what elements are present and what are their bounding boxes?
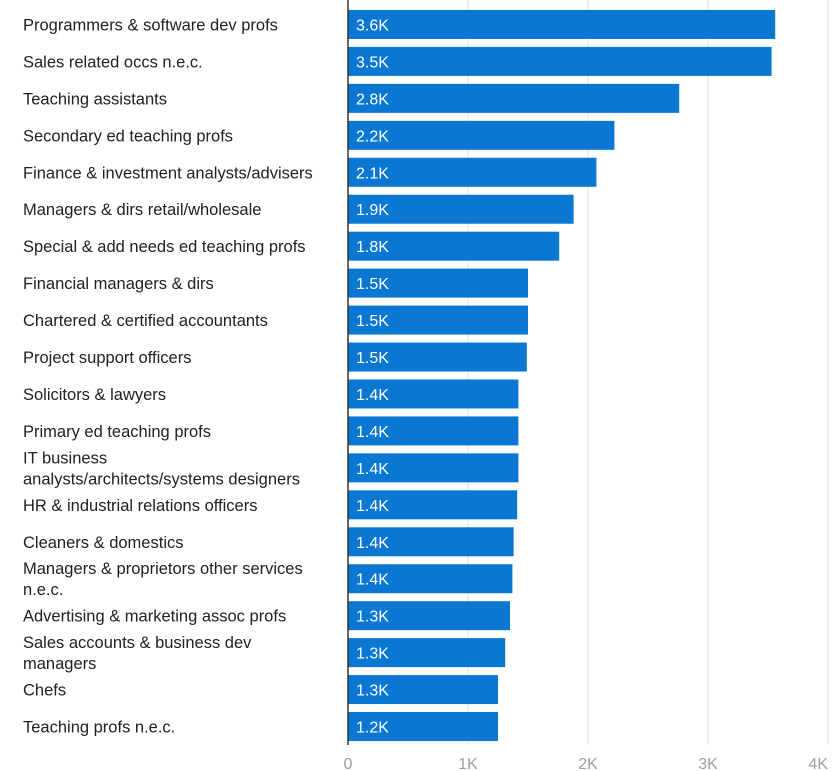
category-label-line: Primary ed teaching profs: [23, 423, 211, 441]
bar: [348, 675, 498, 705]
bar: [348, 268, 528, 298]
category-label: Teaching assistants: [23, 90, 167, 108]
data-label: 1.4K: [356, 498, 389, 515]
category-label: Sales related occs n.e.c.: [23, 53, 203, 71]
data-label: 2.2K: [356, 128, 389, 145]
bar: [348, 638, 506, 668]
category-label-line: Programmers & software dev profs: [23, 16, 278, 34]
category-label-line: Managers & dirs retail/wholesale: [23, 201, 261, 219]
category-label: Managers & dirs retail/wholesale: [23, 201, 261, 219]
bars-group: 3.6K 3.5K 2.8K 2.2K 2.1K 1.9K 1.8K 1.5K 1.5K 1.5K…: [348, 9, 776, 742]
category-label-line: Chefs: [23, 682, 66, 700]
category-label: Chartered & certified accountants: [23, 312, 268, 330]
data-label: 1.4K: [356, 572, 389, 589]
bar: [348, 490, 518, 520]
bar: [348, 601, 510, 631]
category-label-line: Sales accounts & business dev: [23, 634, 252, 652]
data-label: 2.1K: [356, 165, 389, 182]
category-label: IT business analysts/architects/systems d…: [23, 449, 300, 488]
category-label-line: n.e.c.: [23, 581, 63, 599]
bar: [348, 157, 597, 187]
category-label: Chefs: [23, 682, 66, 700]
category-label: Special & add needs ed teaching profs: [23, 238, 306, 256]
category-labels: Programmers & software dev profs Sales re…: [23, 16, 313, 736]
bar: [348, 342, 527, 372]
category-label: Secondary ed teaching profs: [23, 127, 233, 145]
category-label: HR & industrial relations officers: [23, 497, 257, 515]
x-tick-label: 4K: [808, 756, 828, 771]
category-label-line: Special & add needs ed teaching profs: [23, 238, 306, 256]
x-tick-label: 0: [344, 756, 353, 771]
bar: [348, 194, 574, 224]
data-label: 1.3K: [356, 683, 389, 700]
category-label-line: HR & industrial relations officers: [23, 497, 257, 515]
category-label-line: Sales related occs n.e.c.: [23, 53, 203, 71]
category-label-line: IT business: [23, 449, 107, 467]
bar: [348, 231, 560, 261]
category-label: Advertising & marketing assoc profs: [23, 608, 286, 626]
category-label-line: Cleaners & domestics: [23, 534, 183, 552]
bar: [348, 305, 528, 335]
category-label: Sales accounts & business dev managers: [23, 634, 252, 673]
category-label: Finance & investment analysts/advisers: [23, 164, 313, 182]
category-label-line: analysts/architects/systems designers: [23, 470, 300, 488]
data-label: 1.9K: [356, 202, 389, 219]
category-label: Solicitors & lawyers: [23, 386, 166, 404]
data-label: 1.8K: [356, 239, 389, 256]
category-label-line: Teaching profs n.e.c.: [23, 719, 175, 737]
category-label-line: managers: [23, 655, 96, 673]
category-label: Project support officers: [23, 349, 191, 367]
x-tick-label: 3K: [698, 756, 718, 771]
data-label: 3.6K: [356, 17, 389, 34]
bar: [348, 712, 498, 742]
data-label: 1.4K: [356, 387, 389, 404]
category-label: Cleaners & domestics: [23, 534, 183, 552]
bar: [348, 527, 514, 557]
category-label-line: Finance & investment analysts/advisers: [23, 164, 313, 182]
category-label: Primary ed teaching profs: [23, 423, 211, 441]
category-label-line: Teaching assistants: [23, 90, 167, 108]
category-label: Financial managers & dirs: [23, 275, 214, 293]
data-label: 1.4K: [356, 461, 389, 478]
category-label: Managers & proprietors other services n.e…: [23, 560, 303, 599]
category-label: Programmers & software dev profs: [23, 16, 278, 34]
bar: [348, 453, 519, 483]
bar: [348, 120, 615, 150]
category-label-line: Chartered & certified accountants: [23, 312, 268, 330]
data-label: 1.3K: [356, 646, 389, 663]
x-axis-ticks: 0 1K 2K 3K 4K: [344, 756, 829, 771]
bar: [348, 416, 519, 446]
data-label: 1.4K: [356, 424, 389, 441]
x-tick-label: 2K: [578, 756, 598, 771]
bar: [348, 83, 680, 113]
data-label: 1.3K: [356, 609, 389, 626]
bar: [348, 379, 519, 409]
data-label: 1.2K: [356, 720, 389, 737]
category-label-line: Advertising & marketing assoc profs: [23, 608, 286, 626]
bar: [348, 564, 513, 594]
data-label: 3.5K: [356, 54, 389, 71]
category-label-line: Secondary ed teaching profs: [23, 127, 233, 145]
data-label: 1.5K: [356, 350, 389, 367]
data-label: 1.4K: [356, 535, 389, 552]
category-label-line: Project support officers: [23, 349, 191, 367]
bar: [348, 9, 776, 39]
category-label-line: Financial managers & dirs: [23, 275, 214, 293]
category-label-line: Managers & proprietors other services: [23, 560, 303, 578]
category-label: Teaching profs n.e.c.: [23, 719, 175, 737]
x-tick-label: 1K: [458, 756, 478, 771]
category-label-line: Solicitors & lawyers: [23, 386, 166, 404]
data-label: 1.5K: [356, 276, 389, 293]
data-label: 1.5K: [356, 313, 389, 330]
bar: [348, 46, 772, 76]
data-label: 2.8K: [356, 91, 389, 108]
